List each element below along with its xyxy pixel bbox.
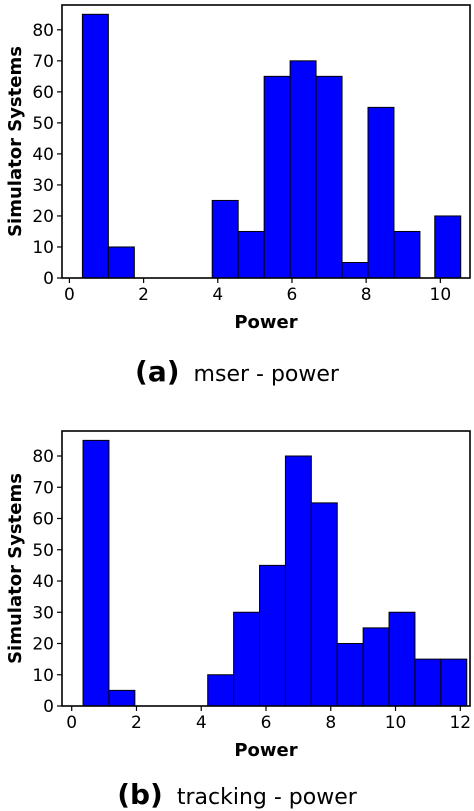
histogram-bar (315, 75, 343, 279)
y-tick-label: 30 (32, 176, 54, 196)
y-tick-label: 70 (32, 52, 54, 72)
y-tick-label: 50 (32, 541, 54, 561)
plot-frame (61, 4, 471, 279)
histogram-bar (367, 106, 395, 279)
histogram-bar (211, 199, 239, 279)
x-axis-title: Power (234, 740, 297, 761)
y-tick-label: 20 (32, 207, 54, 227)
histogram-tracking-power: 0 2 4 6 8 10 12 0 10 20 30 40 50 60 70 80 Power Simulat… (5, 430, 471, 761)
histogram-bar (341, 261, 369, 279)
histogram-bar (393, 230, 421, 279)
histogram-bar (237, 230, 265, 279)
bars-group (82, 439, 468, 707)
caption-a-text: mser - power (193, 362, 339, 387)
y-tick-label: 20 (32, 635, 54, 655)
y-axis-title: Simulator Systems (5, 46, 26, 237)
x-tick-label: 2 (138, 285, 149, 305)
y-axis-title: Simulator Systems (5, 473, 26, 664)
y-tick-label: 80 (32, 21, 54, 41)
x-tick-label: 10 (385, 713, 407, 733)
bars-group (81, 13, 462, 279)
histogram-bar (414, 658, 442, 707)
ticks-group: 0 2 4 6 8 10 12 0 10 20 30 40 50 60 70 80 (32, 447, 471, 733)
histogram-bar (362, 627, 390, 707)
histogram-bar (259, 564, 286, 707)
y-tick-label: 0 (43, 269, 54, 289)
x-tick-label: 10 (430, 285, 452, 305)
histogram-bar (284, 455, 312, 707)
y-tick-label: 70 (32, 478, 54, 498)
histogram-bar (81, 13, 109, 279)
x-tick-label: 6 (287, 285, 298, 305)
histogram-bar (336, 643, 364, 707)
histogram-bar (82, 439, 110, 707)
y-tick-label: 60 (32, 83, 54, 103)
x-tick-label: 8 (361, 285, 372, 305)
caption-b-letter: (b) (117, 778, 163, 811)
histogram-bar (263, 75, 291, 279)
caption-b-text: tracking - power (176, 785, 357, 810)
caption-a: (a) mser - power (0, 355, 474, 388)
histogram-bar (207, 674, 235, 707)
x-tick-label: 4 (212, 285, 223, 305)
x-axis-title: Power (234, 312, 297, 333)
histogram-mser-power: 0 2 4 6 8 10 0 10 20 30 40 50 60 70 80 Power Simulator… (5, 4, 471, 333)
x-tick-label: 0 (66, 713, 77, 733)
x-tick-label: 4 (196, 713, 207, 733)
y-tick-label: 40 (32, 572, 54, 592)
ticks-group: 0 2 4 6 8 10 0 10 20 30 40 50 60 70 80 (32, 21, 451, 305)
histogram-bar (434, 215, 462, 279)
histogram-bar (440, 658, 468, 707)
x-tick-label: 0 (64, 285, 75, 305)
y-tick-label: 10 (32, 666, 54, 686)
histogram-bar (310, 502, 338, 707)
y-tick-label: 80 (32, 447, 54, 467)
y-tick-label: 0 (43, 697, 54, 717)
x-tick-label: 2 (131, 713, 142, 733)
histogram-bar (233, 611, 261, 707)
y-tick-label: 10 (32, 238, 54, 258)
histogram-bar (108, 689, 136, 707)
y-tick-label: 60 (32, 510, 54, 530)
x-tick-label: 12 (449, 713, 471, 733)
y-tick-label: 40 (32, 145, 54, 165)
y-tick-label: 30 (32, 603, 54, 623)
y-tick-label: 50 (32, 114, 54, 134)
x-tick-label: 8 (325, 713, 336, 733)
caption-b: (b) tracking - power (0, 778, 474, 811)
histogram-bar (388, 611, 416, 707)
x-tick-label: 6 (261, 713, 272, 733)
caption-a-letter: (a) (135, 355, 180, 388)
histogram-bar (107, 246, 135, 279)
histogram-bar (289, 60, 317, 279)
